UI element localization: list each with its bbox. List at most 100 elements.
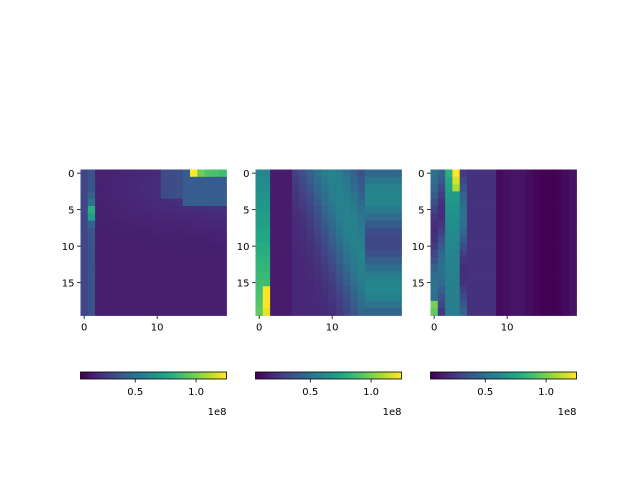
- heatmap-cell: [437, 227, 446, 236]
- heatmap-cell: [357, 206, 366, 214]
- heatmap-cell: [335, 279, 344, 287]
- heatmap-cell: [335, 191, 344, 200]
- x-tick-label: 10: [501, 323, 514, 334]
- heatmap-cell: [510, 300, 519, 309]
- heatmap-cell: [270, 293, 278, 302]
- heatmap-cell: [175, 169, 184, 178]
- heatmap-cell: [430, 206, 439, 214]
- heatmap-cell: [175, 300, 184, 309]
- heatmap-cell: [540, 308, 548, 316]
- heatmap-cell: [190, 257, 198, 265]
- heatmap-cell: [372, 227, 380, 236]
- colorbar-segment: [432, 372, 436, 379]
- heatmap-cell: [160, 279, 169, 287]
- heatmap-cell: [117, 286, 125, 294]
- colorbar-segment: [317, 372, 320, 379]
- heatmap-cell: [211, 169, 220, 178]
- colorbar-segment: [535, 372, 539, 379]
- heatmap-cell: [124, 220, 132, 229]
- colorbar-offset-label: 1e8: [383, 407, 402, 418]
- heatmap-cell: [518, 279, 526, 287]
- heatmap-cell: [561, 293, 570, 302]
- heatmap-cell: [459, 191, 468, 200]
- heatmap-cell: [124, 257, 132, 265]
- x-tick-label: 10: [151, 323, 164, 334]
- heatmap-cell: [190, 308, 198, 316]
- heatmap-cell: [437, 249, 446, 258]
- heatmap-cell: [321, 191, 329, 200]
- heatmap-cell: [452, 198, 461, 207]
- heatmap-cell: [481, 227, 490, 236]
- heatmap-cell: [445, 227, 453, 236]
- colorbar-segment: [112, 372, 116, 379]
- heatmap-cell: [503, 286, 512, 294]
- heatmap-cell: [430, 271, 439, 280]
- colorbar-segment: [164, 372, 168, 379]
- heatmap-cell: [379, 257, 388, 265]
- heatmap-cell: [138, 213, 147, 221]
- heatmap-cell: [262, 286, 271, 294]
- heatmap-cell: [343, 169, 351, 178]
- colorbar-segment: [178, 372, 182, 379]
- colorbar-segment: [82, 372, 86, 379]
- heatmap-cell: [532, 286, 541, 294]
- heatmap-cell: [335, 227, 344, 236]
- heatmap-cell: [160, 176, 169, 185]
- heatmap-cell: [357, 308, 366, 316]
- colorbar-segment: [351, 372, 354, 379]
- heatmap-cell: [175, 257, 184, 265]
- heatmap-cell: [547, 293, 555, 302]
- heatmap-cell: [284, 308, 293, 316]
- heatmap-cell: [343, 308, 351, 316]
- heatmap-cell: [124, 279, 132, 287]
- heatmap-cell: [313, 308, 322, 316]
- heatmap-cell: [153, 220, 162, 229]
- heatmap-cell: [270, 227, 278, 236]
- heatmap-cell: [343, 300, 351, 309]
- heatmap-panel-3: 0 5 10 15 0 10 0.5 1.0 1e8: [412, 169, 577, 418]
- heatmap-cell: [160, 191, 169, 200]
- heatmap-cell: [153, 176, 162, 185]
- heatmap-cell: [496, 300, 504, 309]
- heatmap-cell: [299, 220, 307, 229]
- heatmap-cell: [102, 198, 111, 207]
- heatmap-cell: [160, 198, 169, 207]
- heatmap-cell: [474, 169, 482, 178]
- heatmap-cell: [386, 293, 395, 302]
- heatmap-cell: [547, 198, 555, 207]
- heatmap-cell: [547, 249, 555, 258]
- heatmap-cell: [488, 191, 497, 200]
- heatmap-cell: [488, 257, 497, 265]
- heatmap-cell: [109, 271, 118, 280]
- heatmap-cell: [197, 191, 205, 200]
- heatmap-cell: [547, 286, 555, 294]
- y-tick-label: 15: [62, 278, 75, 289]
- heatmap-cell: [80, 300, 89, 309]
- heatmap-cell: [313, 198, 322, 207]
- heatmap-cell: [452, 257, 461, 265]
- heatmap-cell: [153, 213, 162, 221]
- heatmap-cell: [321, 293, 329, 302]
- heatmap-cell: [131, 308, 140, 316]
- heatmap-cell: [204, 249, 213, 258]
- heatmap-cell: [102, 213, 111, 221]
- heatmap-cell: [102, 235, 111, 243]
- heatmap-cell: [569, 184, 577, 192]
- heatmap-cell: [445, 293, 453, 302]
- y-tick-label: 5: [243, 205, 249, 216]
- heatmap-cell: [299, 308, 307, 316]
- heatmap-cell: [95, 169, 103, 178]
- heatmap-cell: [284, 184, 293, 192]
- heatmap-cell: [168, 191, 176, 200]
- heatmap-cell: [321, 242, 329, 251]
- heatmap-cell: [117, 227, 125, 236]
- heatmap-cell: [437, 220, 446, 229]
- colorbar-segment: [333, 372, 336, 379]
- heatmap-cell: [328, 242, 337, 251]
- heatmap-cell: [372, 220, 380, 229]
- heatmap-cell: [350, 286, 359, 294]
- heatmap-cell: [503, 264, 512, 273]
- heatmap-cell: [270, 220, 278, 229]
- heatmap-cell: [496, 308, 504, 316]
- heatmap-cell: [445, 184, 453, 192]
